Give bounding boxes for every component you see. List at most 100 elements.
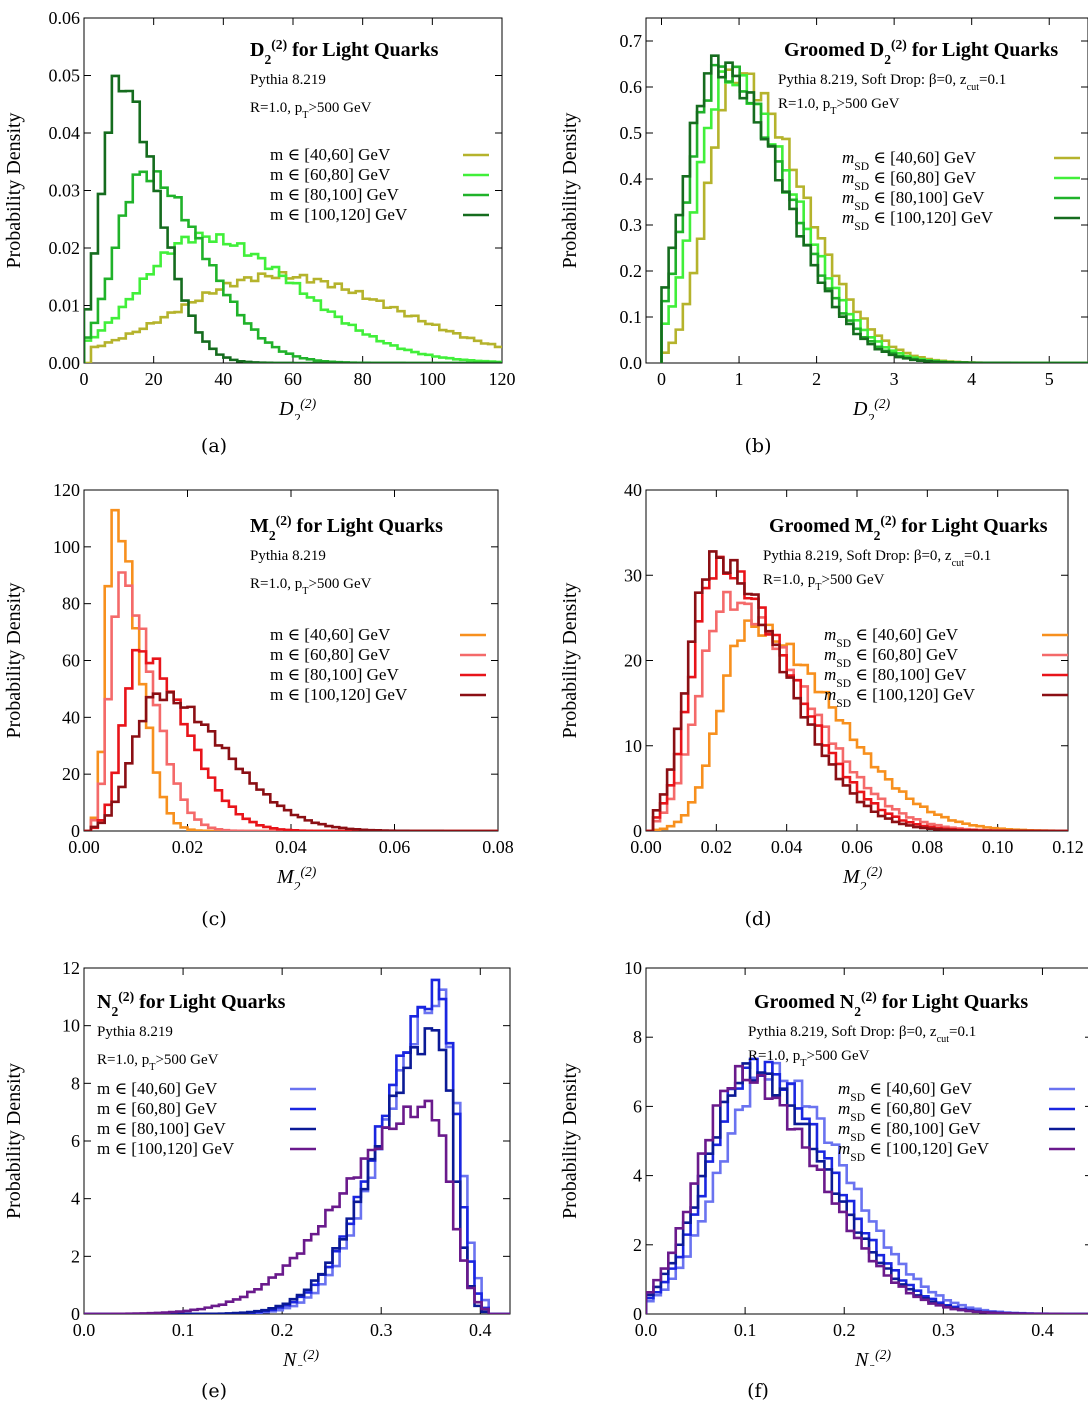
x-tick-label: 0.00 [630, 837, 662, 857]
legend-label-1: m ∈ [60,80] GeV [97, 1099, 218, 1118]
chart-svg: 0.0 0.1 0.2 0.3 0.4 0 2 4 6 8 10 12 N2(2) Probability… [3, 958, 511, 1377]
legend-label-3: m ∈ [100,120] GeV [97, 1139, 235, 1158]
y-axis-label: Probability Density [3, 112, 25, 268]
y-tick-label: 0.00 [49, 353, 81, 373]
y-tick-label: 0 [71, 1304, 80, 1324]
x-tick-label: 0.0 [635, 1320, 658, 1340]
series-line-0 [84, 270, 502, 363]
series-line-1 [84, 231, 502, 363]
y-tick-label: 10 [62, 1016, 80, 1036]
panel-caption: (d) [744, 908, 772, 930]
y-tick-label: 0.02 [49, 238, 81, 258]
legend-label-3: mSD ∈ [100,120] GeV [838, 1139, 990, 1164]
legend-label-2: mSD ∈ [80,100] GeV [838, 1119, 981, 1144]
x-tick-label: 80 [354, 369, 372, 389]
series-line-0 [646, 619, 1068, 831]
y-tick-label: 8 [71, 1073, 80, 1093]
y-tick-label: 12 [62, 958, 80, 978]
panel-caption: (a) [200, 435, 228, 457]
y-tick-label: 30 [624, 565, 642, 585]
y-tick-label: 4 [71, 1189, 80, 1209]
x-tick-label: 0.08 [482, 837, 514, 857]
panel-caption: (c) [201, 908, 227, 930]
generator-info: Pythia 8.219, Soft Drop: β=0, zcut=0.1 [748, 1024, 976, 1045]
cut-info: R=1.0, pT>500 GeV [763, 572, 885, 593]
x-tick-label: 1 [735, 369, 744, 389]
x-tick-label: 0.4 [469, 1320, 492, 1340]
legend-label-3: m ∈ [100,120] GeV [270, 685, 408, 704]
y-tick-label: 120 [53, 480, 80, 500]
y-tick-label: 0.01 [49, 296, 81, 316]
x-tick-label: 0.00 [68, 837, 100, 857]
y-tick-label: 20 [624, 651, 642, 671]
x-tick-label: 0.10 [982, 837, 1014, 857]
series-line-3 [84, 74, 502, 363]
x-tick-label: 2 [812, 369, 821, 389]
x-tick-label: 100 [419, 369, 446, 389]
chart-title: D2(2) for Light Quarks [250, 37, 439, 67]
y-tick-label: 0.4 [620, 169, 643, 189]
x-tick-label: 3 [890, 369, 899, 389]
legend-label-0: mSD ∈ [40,60] GeV [842, 148, 977, 173]
series-line-3 [646, 1064, 1088, 1314]
legend-label-0: m ∈ [40,60] GeV [97, 1079, 218, 1098]
x-tick-label: 0.1 [734, 1320, 757, 1340]
y-tick-label: 0.5 [620, 123, 643, 143]
y-tick-label: 2 [633, 1235, 642, 1255]
x-tick-label: 0.06 [379, 837, 411, 857]
series-line-2 [84, 1027, 510, 1314]
x-tick-label: 0 [657, 369, 666, 389]
generator-info: Pythia 8.219, Soft Drop: β=0, zcut=0.1 [778, 72, 1006, 93]
generator-info: Pythia 8.219 [250, 548, 326, 564]
generator-info: Pythia 8.219 [250, 72, 326, 88]
x-tick-label: 0.04 [771, 837, 803, 857]
y-tick-label: 40 [624, 480, 642, 500]
chart-panel-a: 0 20 40 60 80 100 120 0.00 0.01 0.02 0.03 0.04 0.05 0… [0, 0, 544, 426]
x-tick-label: 0.0 [73, 1320, 96, 1340]
legend-label-3: m ∈ [100,120] GeV [270, 205, 408, 224]
y-tick-label: 6 [633, 1096, 642, 1116]
y-tick-label: 20 [62, 764, 80, 784]
y-tick-label: 60 [62, 651, 80, 671]
panel-caption: (b) [744, 435, 772, 457]
y-tick-label: 0.04 [49, 123, 81, 143]
cut-info: R=1.0, pT>500 GeV [778, 96, 900, 117]
x-tick-label: 0.06 [841, 837, 873, 857]
legend-label-1: m ∈ [60,80] GeV [270, 645, 391, 664]
y-tick-label: 0 [71, 821, 80, 841]
panel-caption: (f) [747, 1380, 769, 1402]
y-tick-label: 80 [62, 594, 80, 614]
plot-frame [645, 17, 1088, 364]
x-tick-label: 60 [284, 369, 302, 389]
y-tick-label: 0.0 [620, 353, 643, 373]
x-axis-label: M2(2) [276, 864, 317, 891]
legend-label-1: mSD ∈ [60,80] GeV [838, 1099, 973, 1124]
x-tick-label: 0.08 [912, 837, 944, 857]
x-tick-label: 0.2 [833, 1320, 856, 1340]
x-axis-label: N2(2) [854, 1347, 891, 1367]
y-axis-label: Probability Density [559, 582, 581, 738]
series-line-3 [646, 550, 1068, 831]
x-tick-label: 4 [967, 369, 976, 389]
x-axis-label: N2(2) [282, 1347, 319, 1367]
y-axis-label: Probability Density [559, 1063, 581, 1219]
legend-label-2: m ∈ [80,100] GeV [97, 1119, 226, 1138]
y-tick-label: 40 [62, 707, 80, 727]
legend-label-3: mSD ∈ [100,120] GeV [842, 208, 994, 233]
series-line-1 [84, 571, 498, 831]
y-tick-label: 0.03 [49, 181, 81, 201]
y-tick-label: 0.1 [620, 307, 643, 327]
legend-label-2: mSD ∈ [80,100] GeV [842, 188, 985, 213]
generator-info: Pythia 8.219 [97, 1024, 173, 1040]
x-tick-label: 120 [489, 369, 516, 389]
legend-label-1: mSD ∈ [60,80] GeV [842, 168, 977, 193]
plot-frame [645, 967, 1088, 1315]
chart-title: Groomed N2(2) for Light Quarks [754, 989, 1028, 1019]
legend-label-0: m ∈ [40,60] GeV [270, 145, 391, 164]
chart-title: N2(2) for Light Quarks [97, 989, 286, 1019]
legend-label-1: m ∈ [60,80] GeV [270, 165, 391, 184]
chart-svg: 0 1 2 3 4 5 0.0 0.1 0.2 0.3 0.4 0.5 0.6 0.7 D2(2) Proba… [559, 17, 1088, 426]
y-axis-label: Probability Density [3, 1063, 25, 1219]
x-tick-label: 0.4 [1031, 1320, 1054, 1340]
x-tick-label: 0.3 [370, 1320, 393, 1340]
